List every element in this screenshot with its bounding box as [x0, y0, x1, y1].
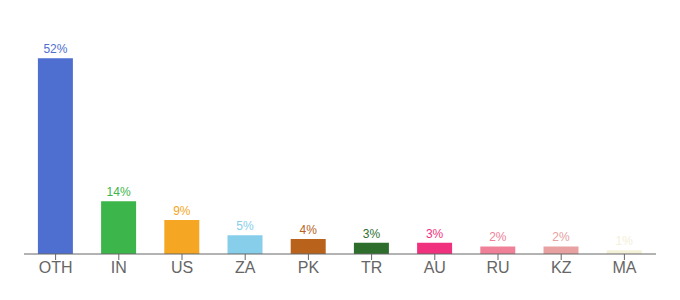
- svg-text:KZ: KZ: [551, 259, 572, 276]
- svg-text:AU: AU: [424, 259, 446, 276]
- svg-text:1%: 1%: [616, 234, 634, 248]
- svg-text:3%: 3%: [426, 227, 444, 241]
- svg-text:2%: 2%: [552, 230, 570, 244]
- svg-text:4%: 4%: [300, 223, 318, 237]
- svg-text:ZA: ZA: [235, 259, 256, 276]
- svg-text:5%: 5%: [236, 219, 254, 233]
- svg-text:14%: 14%: [107, 185, 131, 199]
- svg-text:RU: RU: [486, 259, 509, 276]
- svg-text:IN: IN: [111, 259, 127, 276]
- svg-text:US: US: [171, 259, 193, 276]
- svg-text:TR: TR: [361, 259, 382, 276]
- svg-text:MA: MA: [612, 259, 636, 276]
- svg-text:PK: PK: [298, 259, 320, 276]
- svg-text:9%: 9%: [173, 204, 191, 218]
- svg-text:2%: 2%: [489, 230, 507, 244]
- svg-text:52%: 52%: [43, 42, 67, 56]
- svg-text:3%: 3%: [363, 227, 381, 241]
- svg-text:OTH: OTH: [39, 259, 73, 276]
